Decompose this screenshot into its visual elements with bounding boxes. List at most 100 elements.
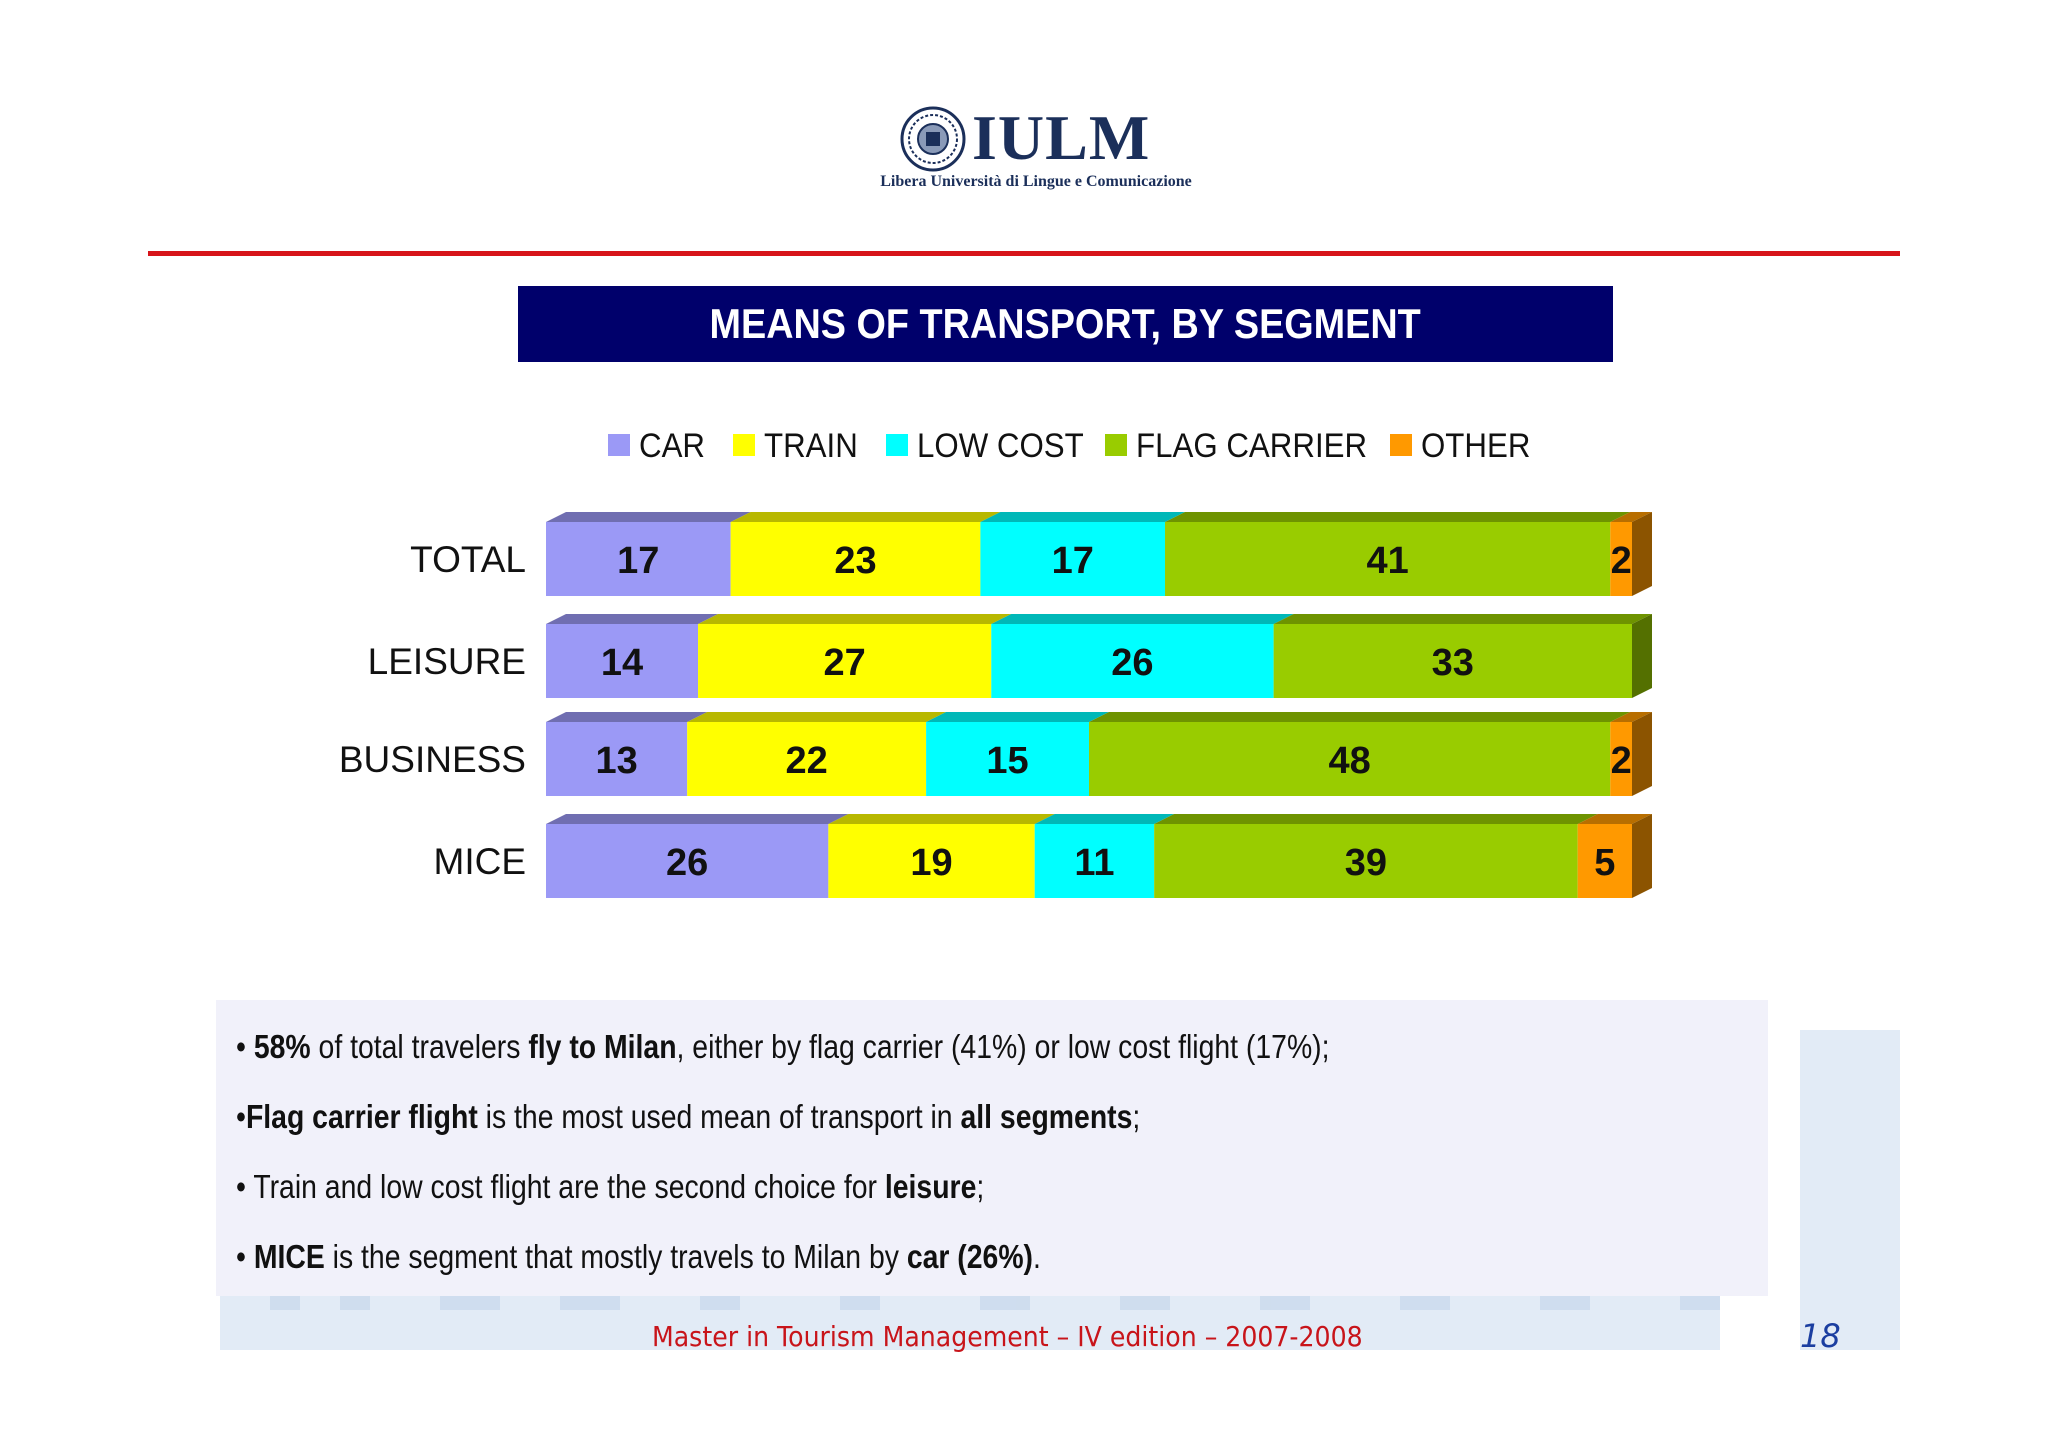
data-label: 48: [1328, 740, 1370, 782]
bar-top-face: [1273, 614, 1652, 624]
category-label: BUSINESS: [339, 739, 526, 780]
bar-side-face: [1632, 614, 1652, 698]
bar-segment: [1273, 624, 1632, 698]
legend-item: CAR: [608, 426, 705, 465]
legend-label: CAR: [639, 426, 705, 465]
chart-title: MEANS OF TRANSPORT, BY SEGMENT: [709, 300, 1422, 347]
bar-top-face: [1034, 814, 1175, 824]
legend-item: LOW COST: [886, 426, 1084, 465]
note-text: .: [1033, 1238, 1041, 1275]
data-label: 22: [785, 740, 827, 782]
bullet: •: [236, 1098, 246, 1135]
bar-top-face: [1154, 814, 1598, 824]
bullet: •: [236, 1028, 254, 1065]
bar-top-face: [687, 712, 947, 722]
category-label: LEISURE: [368, 641, 526, 682]
note-4: • MICE is the segment that mostly travel…: [236, 1238, 1041, 1276]
data-label: 2: [1611, 540, 1632, 582]
bar-top-face: [828, 814, 1055, 824]
legend-swatch: [1390, 434, 1412, 456]
bar-segment: [926, 722, 1089, 796]
bar-segment: [1089, 722, 1611, 796]
legend-item: TRAIN: [733, 426, 858, 464]
data-label: 27: [824, 642, 866, 684]
bar-top-face: [1610, 512, 1652, 522]
data-label: 26: [1111, 642, 1153, 684]
bullet: •: [236, 1168, 254, 1205]
data-label: 15: [986, 740, 1028, 782]
bar-segment: [546, 624, 699, 698]
emphasis: 58%: [253, 1028, 311, 1065]
data-label: 5: [1594, 842, 1615, 884]
page-number: 18: [1800, 1317, 1841, 1355]
bar-segment: [546, 824, 829, 898]
bar-top-face: [991, 614, 1294, 624]
emphasis: leisure: [884, 1168, 977, 1205]
data-label: 39: [1345, 842, 1387, 884]
legend-swatch: [1105, 434, 1127, 456]
legend-label: FLAG CARRIER: [1136, 426, 1367, 465]
bar-segment: [687, 722, 927, 796]
bar-segment: [828, 824, 1035, 898]
bar-top-face: [980, 512, 1186, 522]
data-label: 41: [1367, 540, 1409, 582]
data-label: 2: [1611, 740, 1632, 782]
legend-item: FLAG CARRIER: [1105, 426, 1367, 465]
legend-item: OTHER: [1390, 426, 1530, 465]
legend-swatch: [733, 434, 755, 456]
legend-label: OTHER: [1421, 426, 1530, 465]
logo-wordmark: IULM: [972, 102, 1151, 173]
bar-segment: [1165, 522, 1611, 596]
data-label: 13: [595, 740, 637, 782]
note-text: is the segment that mostly travels to Mi…: [324, 1238, 907, 1275]
bar-top-face: [546, 614, 719, 624]
note-2: •Flag carrier flight is the most used me…: [236, 1098, 1140, 1136]
bar-top-face: [546, 512, 751, 522]
bar-side-face: [1632, 512, 1652, 596]
bar-top-face: [1610, 712, 1652, 722]
note-text: , either by flag carrier (41%) or low co…: [676, 1028, 1330, 1065]
bar-top-face: [926, 712, 1109, 722]
data-label: 11: [1074, 842, 1114, 884]
bar-segment: [546, 722, 688, 796]
bar-segment: [1034, 824, 1155, 898]
note-text: ;: [1132, 1098, 1141, 1135]
category-label: TOTAL: [410, 539, 526, 580]
emphasis: MICE: [253, 1238, 325, 1275]
bar-segment: [1610, 522, 1632, 596]
bar-top-face: [730, 512, 1001, 522]
data-label: 23: [834, 540, 876, 582]
category-label: MICE: [434, 841, 527, 882]
data-label: 26: [666, 842, 708, 884]
logo-subtitle: Libera Università di Lingue e Comunicazi…: [880, 173, 1192, 190]
note-text: Train and low cost flight are the second…: [253, 1168, 885, 1205]
bar-segment: [980, 522, 1166, 596]
bar-top-face: [1165, 512, 1631, 522]
bar-segment: [698, 624, 992, 698]
university-seal-icon: [900, 106, 966, 172]
data-label: 19: [910, 842, 952, 884]
bar-segment: [1154, 824, 1578, 898]
footer-text: Master in Tourism Management – IV editio…: [652, 1320, 1363, 1353]
bar-top-face: [546, 814, 849, 824]
bar-segment: [1577, 824, 1632, 898]
data-label: 33: [1432, 642, 1474, 684]
bar-segment: [1610, 722, 1632, 796]
bar-side-face: [1632, 814, 1652, 898]
iulm-logo: IULM Libera Università di Lingue e Comun…: [860, 100, 1210, 200]
bar-segment: [991, 624, 1274, 698]
emphasis: all segments: [960, 1098, 1133, 1135]
summary-notes: • 58% of total travelers fly to Milan, e…: [216, 1000, 1768, 1296]
header-divider: [148, 251, 1900, 256]
title-banner: MEANS OF TRANSPORT, BY SEGMENT: [518, 286, 1613, 362]
note-1: • 58% of total travelers fly to Milan, e…: [236, 1028, 1330, 1066]
legend-label: LOW COST: [917, 426, 1084, 465]
legend-swatch: [886, 434, 908, 456]
legend-swatch: [608, 434, 630, 456]
note-text: of total travelers: [310, 1028, 529, 1065]
note-text: is the most used mean of transport in: [477, 1098, 961, 1135]
bar-top-face: [546, 712, 708, 722]
note-3: • Train and low cost flight are the seco…: [236, 1168, 984, 1206]
bar-side-face: [1632, 712, 1652, 796]
bar-top-face: [1089, 712, 1631, 722]
